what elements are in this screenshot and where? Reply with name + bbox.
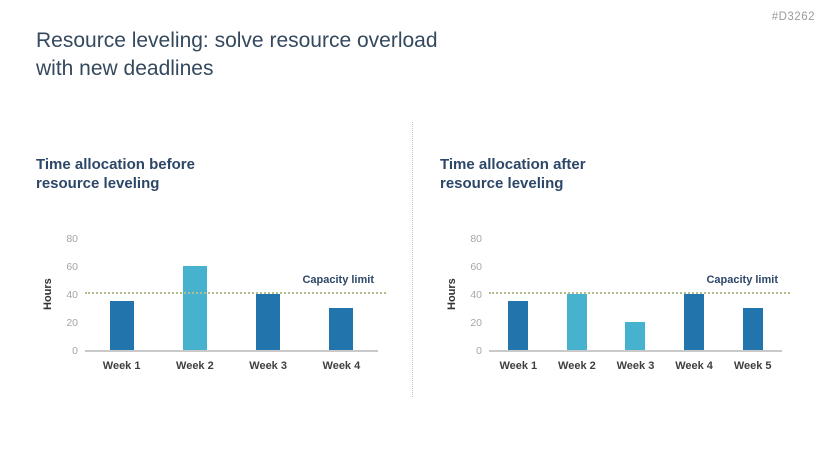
bars-layer: [489, 238, 782, 350]
before-leveling-panel: Time allocation before resource leveling …: [36, 155, 392, 395]
bar-week-5: [742, 308, 763, 350]
vertical-dotted-divider: [412, 122, 413, 397]
x-tick-label: Week 2: [176, 360, 214, 372]
x-tick-label: Week 2: [558, 360, 596, 372]
y-axis-tick-labels: 0 20 40 60 80: [440, 233, 482, 357]
bar-week-3: [256, 294, 281, 350]
bars-layer: [85, 238, 378, 350]
after-chart-heading: Time allocation after resource leveling: [440, 155, 796, 193]
x-tick-label: Week 3: [249, 360, 287, 372]
slide-title-line1: Resource leveling: solve resource overlo…: [36, 29, 438, 52]
capacity-limit-line: [489, 292, 790, 294]
before-heading-line2: resource leveling: [36, 175, 160, 192]
x-tick-label: Week 1: [102, 360, 141, 372]
y-tick-label: 20: [470, 317, 482, 329]
bar-slot: [489, 238, 548, 350]
bar-slot: [158, 238, 231, 350]
x-tick-label: Week 3: [616, 360, 655, 372]
before-heading-line1: Time allocation before: [36, 156, 195, 173]
bar-week-2: [566, 294, 587, 350]
x-axis-labels: Week 1 Week 2 Week 3 Week 4 Week 5: [489, 360, 782, 372]
y-axis-tick-labels: 0 20 40 60 80: [36, 233, 78, 357]
y-tick-label: 0: [72, 345, 78, 357]
bar-slot: [723, 238, 782, 350]
bar-slot: [606, 238, 665, 350]
after-leveling-panel: Time allocation after resource leveling H…: [440, 155, 796, 395]
y-tick-label: 40: [470, 289, 482, 301]
bar-week-3: [625, 322, 646, 350]
y-tick-label: 60: [470, 261, 482, 273]
bar-slot: [305, 238, 378, 350]
y-tick-label: 60: [66, 261, 78, 273]
bar-slot: [548, 238, 607, 350]
x-axis-labels: Week 1 Week 2 Week 3 Week 4: [85, 360, 378, 372]
y-tick-label: 80: [66, 233, 78, 245]
capacity-limit-label: Capacity limit: [302, 274, 374, 286]
slide-title: Resource leveling: solve resource overlo…: [36, 27, 438, 83]
slide-title-line2: with new deadlines: [36, 57, 214, 80]
y-tick-label: 80: [470, 233, 482, 245]
before-chart-heading: Time allocation before resource leveling: [36, 155, 392, 193]
bar-slot: [232, 238, 305, 350]
y-tick-label: 0: [476, 345, 482, 357]
capacity-limit-line: [85, 292, 386, 294]
x-tick-label: Week 5: [733, 360, 772, 372]
x-tick-label: Week 4: [675, 360, 713, 372]
bar-chart-before: Hours 0 20 40 60 80 Capacity limit Week 1 Wee…: [36, 225, 392, 380]
after-heading-line1: Time allocation after: [440, 156, 586, 173]
y-tick-label: 20: [66, 317, 78, 329]
bar-week-1: [109, 301, 134, 350]
slide-reference-code: #D3262: [771, 11, 815, 23]
bar-slot: [85, 238, 158, 350]
plot-area: Capacity limit: [85, 238, 386, 352]
y-tick-label: 40: [66, 289, 78, 301]
x-tick-label: Week 4: [322, 360, 361, 372]
bar-slot: [665, 238, 724, 350]
after-heading-line2: resource leveling: [440, 175, 564, 192]
bar-week-2: [182, 266, 207, 350]
plot-area: Capacity limit: [489, 238, 790, 352]
bar-week-1: [508, 301, 529, 350]
x-tick-label: Week 1: [499, 360, 538, 372]
bar-chart-after: Hours 0 20 40 60 80 Capacity limit Week 1 Wee…: [440, 225, 796, 380]
bar-week-4: [329, 308, 354, 350]
capacity-limit-label: Capacity limit: [706, 274, 778, 286]
bar-week-4: [684, 294, 705, 350]
